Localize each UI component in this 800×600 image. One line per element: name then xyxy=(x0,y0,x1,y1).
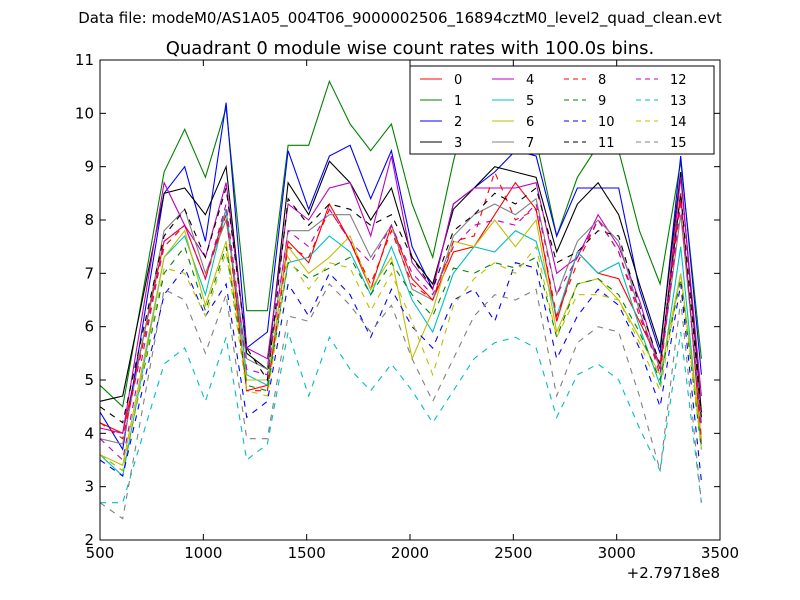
x-tick-label: 1000 xyxy=(184,544,222,562)
y-tick-label: 4 xyxy=(84,424,94,442)
x-tick-label: 3500 xyxy=(701,544,739,562)
legend-label-9: 9 xyxy=(598,94,606,109)
legend-label-3: 3 xyxy=(454,136,462,151)
y-tick-label: 8 xyxy=(84,211,94,229)
series-line-10 xyxy=(99,262,702,482)
legend-label-14: 14 xyxy=(670,115,687,130)
legend-label-7: 7 xyxy=(526,136,534,151)
x-tick-label: 2000 xyxy=(391,544,429,562)
legend-label-13: 13 xyxy=(670,94,687,109)
series-line-14 xyxy=(99,245,702,472)
legend-box xyxy=(409,65,715,155)
series-line-4 xyxy=(99,155,702,434)
y-tick-label: 10 xyxy=(75,104,94,122)
chart-suptitle: Data file: modeM0/AS1A05_004T06_90000025… xyxy=(78,9,722,28)
series-line-6 xyxy=(99,218,702,467)
y-tick-label: 2 xyxy=(84,531,94,549)
x-tick-label: 1500 xyxy=(288,544,326,562)
series-line-11 xyxy=(99,187,702,424)
series-line-9 xyxy=(99,245,702,472)
legend-label-6: 6 xyxy=(526,115,534,130)
legend-label-12: 12 xyxy=(670,73,687,88)
y-tick-label: 11 xyxy=(75,51,94,69)
x-tick-label: 2500 xyxy=(494,544,532,562)
series-line-2 xyxy=(99,102,702,451)
legend-label-5: 5 xyxy=(526,94,534,109)
y-tick-label: 3 xyxy=(84,478,94,496)
legend-label-15: 15 xyxy=(670,136,687,151)
legend-label-0: 0 xyxy=(454,73,462,88)
x-tick-label: 500 xyxy=(86,544,115,562)
series-line-0 xyxy=(99,181,702,445)
legend-label-1: 1 xyxy=(454,94,462,109)
y-tick-label: 9 xyxy=(84,158,94,176)
series-line-12 xyxy=(99,202,702,462)
x-tick-label: 3000 xyxy=(598,544,636,562)
y-tick-label: 5 xyxy=(84,371,94,389)
y-tick-label: 6 xyxy=(84,318,94,336)
legend-label-8: 8 xyxy=(598,73,606,88)
y-tick-label: 7 xyxy=(84,264,94,282)
legend-label-4: 4 xyxy=(526,73,534,88)
series-line-15 xyxy=(99,283,702,520)
legend-label-2: 2 xyxy=(454,115,462,130)
series-layer xyxy=(99,79,702,520)
series-line-8 xyxy=(99,170,702,440)
legend-label-11: 11 xyxy=(598,136,615,151)
x-offset-label: +2.79718e8 xyxy=(627,564,720,582)
series-line-7 xyxy=(99,197,702,445)
legend-label-10: 10 xyxy=(598,115,615,130)
series-line-13 xyxy=(100,331,702,504)
chart-title: Quadrant 0 module wise count rates with … xyxy=(166,38,655,59)
